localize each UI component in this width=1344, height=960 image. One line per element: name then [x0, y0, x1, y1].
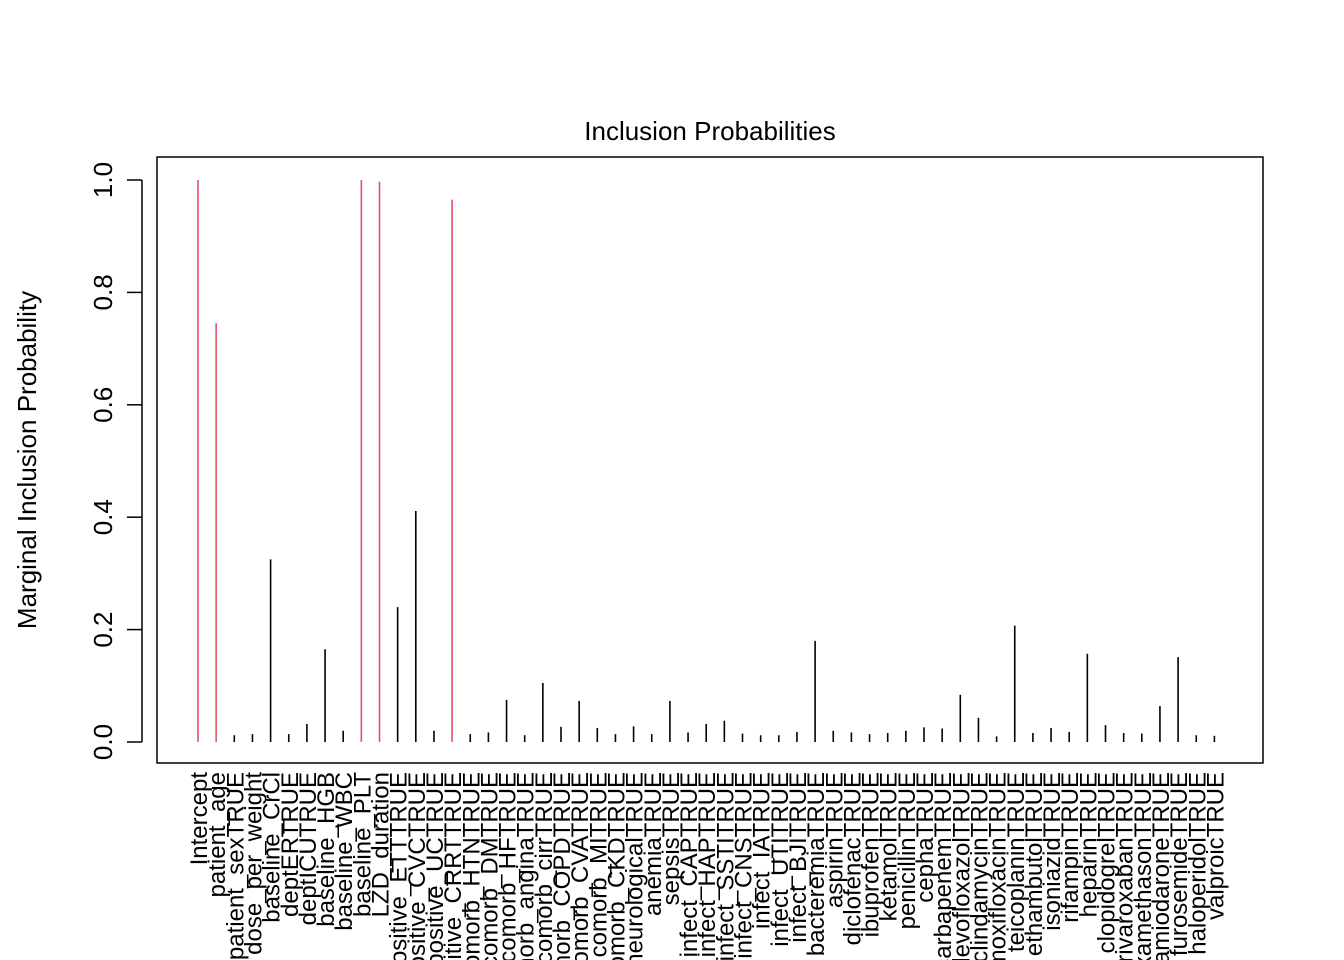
x-tick-label: deptERTRUE [277, 772, 304, 917]
x-tick-label: baseline_PLT [349, 772, 376, 917]
x-tick-labels: Interceptpatient_agepatient_sexTRUEdose_… [186, 772, 1229, 960]
x-tick-label: ethambutolTRUE [1021, 772, 1048, 956]
y-tick-label: 0.4 [88, 499, 118, 535]
y-axis-label: Marginal Inclusion Probability [12, 291, 42, 629]
y-tick-label: 0.0 [88, 724, 118, 760]
x-tick-label: rivaroxabanTRUE [1112, 772, 1139, 960]
bar-series [197, 180, 1216, 742]
x-tick-label: comorb_DMTRUE [476, 772, 503, 960]
x-tick-label: positive_ETTTRUE [386, 772, 413, 960]
x-tick-label: baseline_WBC [331, 772, 358, 931]
x-tick-label: levofloxazolTRUE [948, 772, 975, 960]
x-tick-label: heparinTRUE [1075, 772, 1102, 917]
x-tick-label: Intercept [186, 772, 213, 866]
y-tick-label: 1.0 [88, 162, 118, 198]
y-tick-label: 0.6 [88, 387, 118, 423]
x-tick-label: infect_CAPTRUE [676, 772, 703, 957]
plot-frame [156, 156, 1264, 764]
x-tick-label: infect_CNSTRUE [731, 772, 758, 959]
x-tick-label: LZD_duration [368, 772, 395, 917]
x-tick-label: carbapenemTRUE [930, 772, 957, 960]
x-tick-label: dose_per_weight [240, 772, 267, 955]
x-tick-label: penicillinTRUE [894, 772, 921, 929]
x-tick-label: comorb_CVATRUE [567, 772, 594, 960]
x-tick-label: amiodaroneTRUE [1148, 772, 1175, 960]
x-tick-label: baseline_HGB [313, 772, 340, 927]
x-tick-label: comorb_MITRUE [585, 772, 612, 957]
x-tick-label: neurologicalTRUE [622, 772, 649, 960]
x-tick-label: aspirinTRUE [821, 772, 848, 908]
x-tick-label: positive_CRRTTRUE [440, 772, 467, 960]
x-tick-label: cephaTRUE [912, 772, 939, 903]
y-tick-label: 0.2 [88, 612, 118, 648]
x-tick-label: ketamolTRUE [876, 772, 903, 921]
x-tick-label: ibuprofenTRUE [858, 772, 885, 937]
x-tick-label: dexamethasonTRUE [1130, 772, 1157, 960]
x-tick-label: positive_CVCTRUE [404, 772, 431, 960]
x-tick-label: bacteremiaTRUE [803, 772, 830, 956]
x-tick-label: anemiaTRUE [640, 772, 667, 916]
x-tick-label: comorb_HFTRUE [495, 772, 522, 960]
x-tick-label: comorb_anginaTRUE [513, 772, 540, 960]
x-tick-label: isoniazidTRUE [1039, 772, 1066, 931]
x-tick-label: patient_age [204, 772, 231, 897]
x-tick-label: infect_SSTITRUE [712, 772, 739, 960]
x-tick-label: moxifloxacinTRUE [985, 772, 1012, 960]
x-tick-label: rifampinTRUE [1057, 772, 1084, 923]
x-tick-label: comorb_cirrTRUE [531, 772, 558, 960]
x-tick-label: clindamycinTRUE [966, 772, 993, 960]
x-tick-label: sepsisTRUE [658, 772, 685, 905]
chart-title: Inclusion Probabilities [584, 116, 835, 146]
x-tick-label: comorb_CKDTRUE [603, 772, 630, 960]
x-tick-label: patient_sexTRUE [222, 772, 249, 960]
x-tick-label: diclofenacTRUE [839, 772, 866, 945]
x-tick-label: furosemideTRUE [1166, 772, 1193, 956]
x-tick-label: positive_UCTRUE [422, 772, 449, 960]
x-tick-label: infect_BJITRUE [785, 772, 812, 943]
x-tick-label: comorb_HTNTRUE [458, 772, 485, 960]
x-tick-label: infect_IATRUE [749, 772, 776, 929]
x-tick-label: valproicTRUE [1202, 772, 1229, 920]
x-tick-label: baseline_CrCl [259, 772, 286, 923]
x-tick-label: haloperidolTRUE [1184, 772, 1211, 955]
y-axis: 0.0 0.2 0.4 0.6 0.8 1.0 [88, 162, 143, 760]
x-tick-label: clopidogrelTRUE [1094, 772, 1121, 953]
x-tick-label: teicoplaninTRUE [1003, 772, 1030, 952]
x-tick-label: infect_HAPTRUE [694, 772, 721, 957]
x-tick-label: comorb_COPDTRUE [549, 772, 576, 960]
x-tick-label: deptICUTRUE [295, 772, 322, 925]
x-tick-label: infect_UTITRUE [767, 772, 794, 947]
y-tick-label: 0.8 [88, 274, 118, 310]
